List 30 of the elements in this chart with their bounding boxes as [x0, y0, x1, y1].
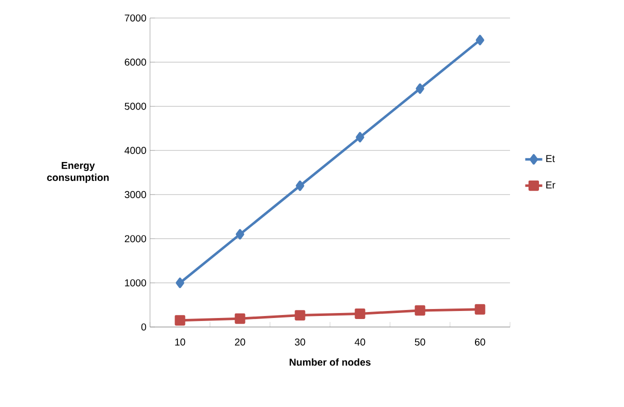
- point: [416, 83, 424, 94]
- y-tick-label: 1000: [125, 279, 146, 286]
- point: [294, 310, 306, 321]
- x-tick-label: 60: [474, 338, 486, 346]
- legend-label: Er: [546, 181, 556, 188]
- point: [174, 315, 186, 326]
- x-tick-label: 30: [294, 338, 306, 346]
- x-axis-title: Number of nodes: [290, 358, 371, 366]
- x-tick-label: 50: [414, 338, 426, 346]
- point: [236, 229, 244, 240]
- y-axis-title: Energy consumption: [47, 162, 109, 183]
- x-tick-label: 20: [234, 338, 246, 346]
- point: [474, 304, 486, 315]
- y-tick-label: 5000: [124, 102, 146, 110]
- y-tick-label: 3000: [124, 191, 146, 198]
- point: [414, 305, 426, 316]
- y-tick-label: 7000: [124, 14, 146, 22]
- point: [354, 308, 366, 319]
- point: [234, 313, 246, 324]
- y-tick-label: 2000: [124, 235, 146, 242]
- legend-label: Et: [546, 155, 555, 162]
- point: [356, 132, 364, 142]
- point: [296, 180, 304, 191]
- y-tick-label: 6000: [124, 58, 146, 66]
- point: [476, 34, 484, 46]
- x-tick-label: 40: [354, 338, 366, 346]
- point: [176, 278, 184, 288]
- x-tick-label: 10: [175, 338, 186, 346]
- y-tick-label: 4000: [124, 146, 146, 154]
- y-tick-label: 0: [141, 323, 146, 331]
